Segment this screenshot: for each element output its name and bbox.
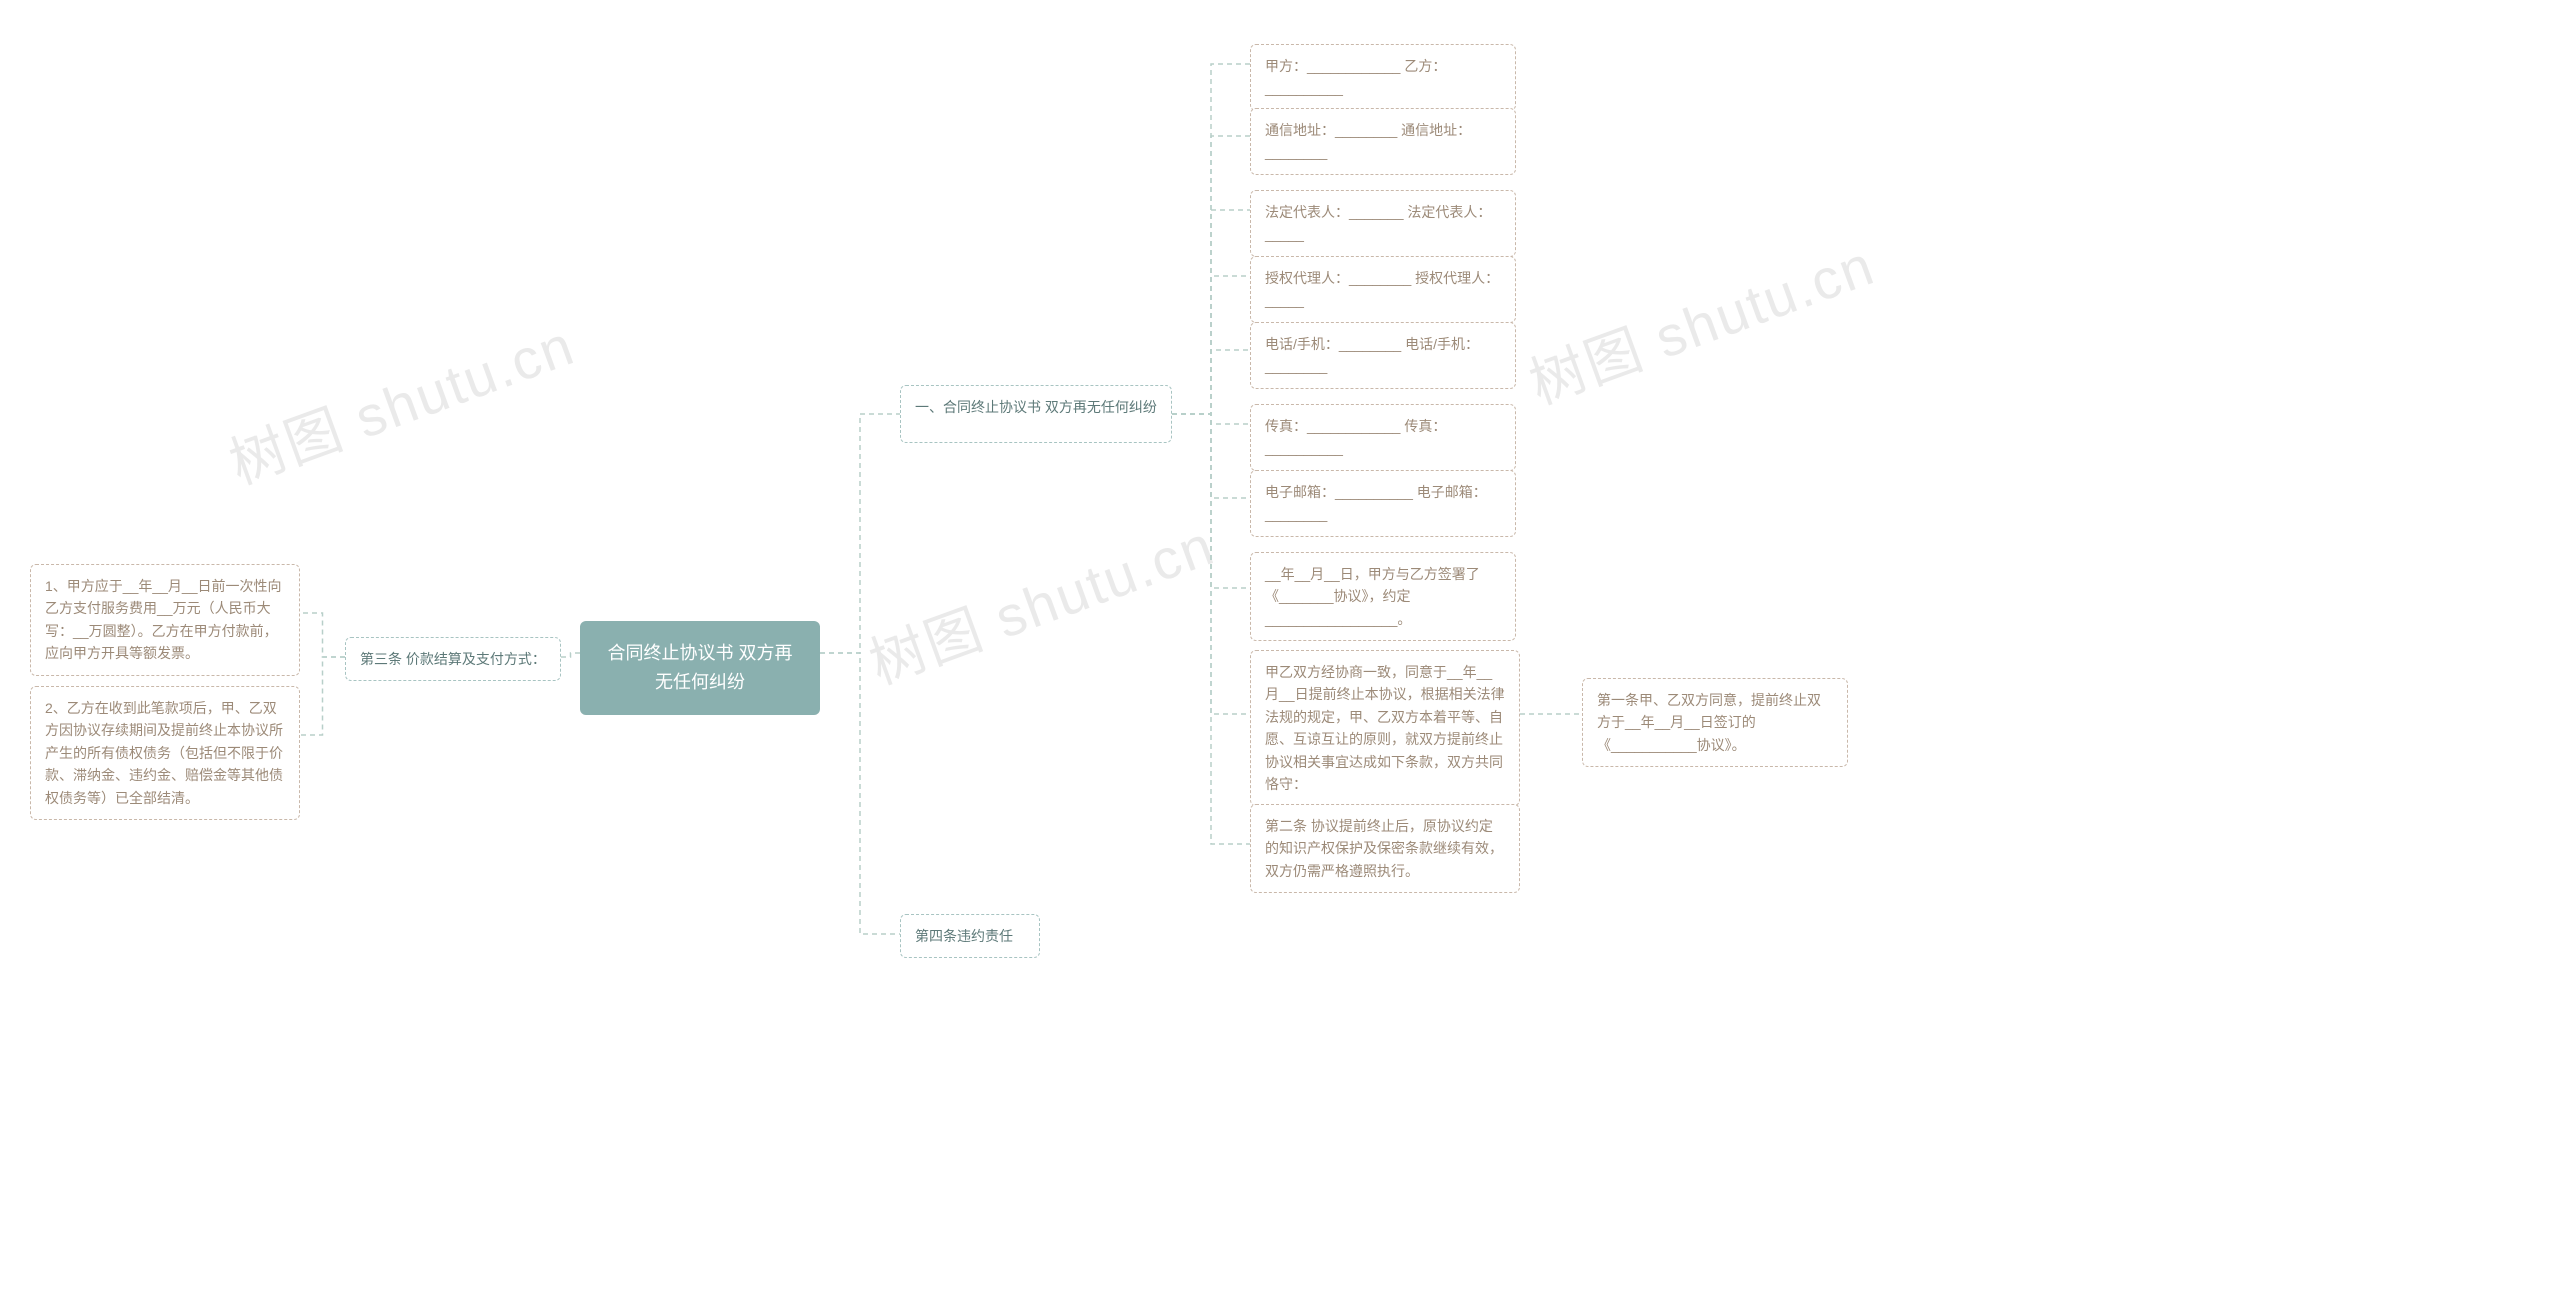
leaf-payment-1: 1、甲方应于__年__月__日前一次性向乙方支付服务费用__万元（人民币大写：_… <box>30 564 300 676</box>
center-node: 合同终止协议书 双方再无任何纠纷 <box>580 621 820 715</box>
leaf-fax: 传真：____________ 传真：__________ <box>1250 404 1516 471</box>
watermark-2: 树图 shutu.cn <box>857 501 1224 701</box>
leaf-negotiation: 甲乙双方经协商一致，同意于__年__月__日提前终止本协议，根据相关法律法规的规… <box>1250 650 1520 806</box>
branch-section-3: 第三条 价款结算及支付方式： <box>345 637 561 681</box>
center-text: 合同终止协议书 双方再无任何纠纷 <box>608 643 793 692</box>
leaf-legal-rep: 法定代表人：_______ 法定代表人：_____ <box>1250 190 1516 257</box>
branch-section-4: 第四条违约责任 <box>900 914 1040 958</box>
leaf-article-1: 第一条甲、乙双方同意，提前终止双方于__年__月__日签订的《_________… <box>1582 678 1848 767</box>
leaf-signed-date: __年__月__日，甲方与乙方签署了《_______协议》，约定________… <box>1250 552 1516 641</box>
leaf-party-a-b: 甲方：____________ 乙方：__________ <box>1250 44 1516 111</box>
watermark-3: 树图 shutu.cn <box>1517 221 1884 421</box>
leaf-address: 通信地址：________ 通信地址：________ <box>1250 108 1516 175</box>
leaf-phone: 电话/手机：________ 电话/手机：________ <box>1250 322 1516 389</box>
leaf-agent: 授权代理人：________ 授权代理人：_____ <box>1250 256 1516 323</box>
leaf-payment-2: 2、乙方在收到此笔款项后，甲、乙双方因协议存续期间及提前终止本协议所产生的所有债… <box>30 686 300 820</box>
leaf-email: 电子邮箱：__________ 电子邮箱：________ <box>1250 470 1516 537</box>
leaf-article-2: 第二条 协议提前终止后，原协议约定的知识产权保护及保密条款继续有效，双方仍需严格… <box>1250 804 1520 893</box>
watermark-1: 树图 shutu.cn <box>217 301 584 501</box>
branch-section-1: 一、合同终止协议书 双方再无任何纠纷 <box>900 385 1172 443</box>
